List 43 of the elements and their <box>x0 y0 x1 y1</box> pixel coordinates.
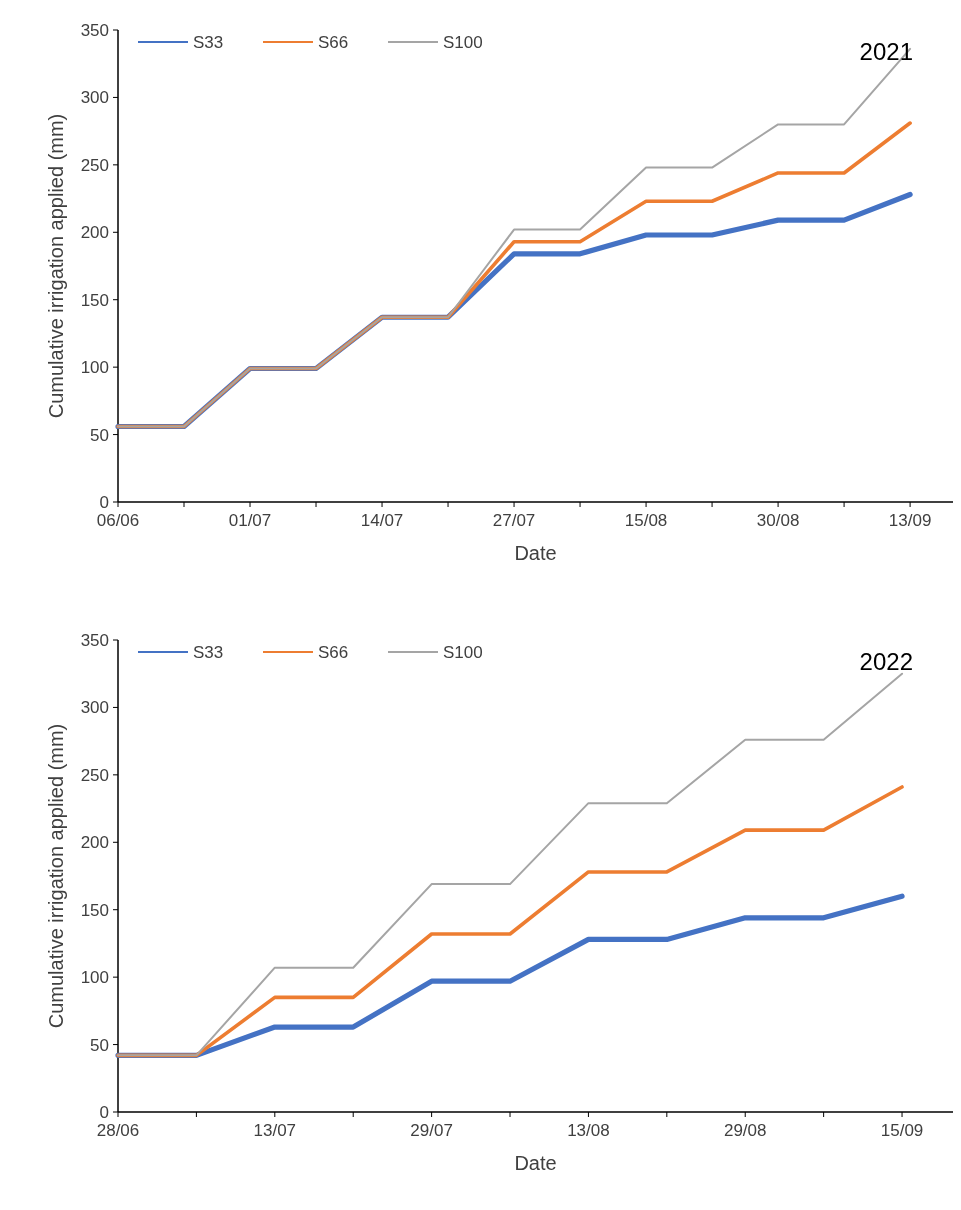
x-tick-label: 01/07 <box>228 511 272 530</box>
y-tick-label: 250 <box>80 155 109 175</box>
x-tick-label: 29/07 <box>410 1121 453 1140</box>
legend-label: S66 <box>318 642 349 662</box>
y-tick-label: 300 <box>80 698 109 718</box>
x-tick-label: 15/09 <box>880 1121 924 1140</box>
y-tick-label: 0 <box>99 1102 109 1122</box>
legend-label: S100 <box>443 32 483 52</box>
y-tick-label: 150 <box>80 290 109 310</box>
x-axis-title: Date <box>514 1152 557 1174</box>
x-tick-label: 06/06 <box>96 511 140 530</box>
y-tick-label: 100 <box>80 358 109 378</box>
x-tick-label: 30/08 <box>756 511 800 530</box>
x-tick-label: 13/07 <box>253 1121 297 1140</box>
x-tick-label: 28/06 <box>96 1121 140 1140</box>
line-series <box>117 672 904 1057</box>
chart-title: 2022 <box>859 648 913 675</box>
x-tick-label: 29/08 <box>723 1121 767 1140</box>
legend-label: S100 <box>443 642 483 662</box>
y-tick-label: 100 <box>80 968 109 988</box>
legend-label: S33 <box>193 32 224 52</box>
x-axis-title: Date <box>514 542 557 564</box>
y-tick-label: 200 <box>80 223 109 243</box>
y-tick-label: 150 <box>80 900 109 920</box>
y-tick-label: 0 <box>99 492 109 512</box>
y-axis-title: Cumulative irrigation applied (mm) <box>45 113 67 419</box>
x-tick-label: 27/07 <box>492 511 536 530</box>
y-tick-label: 50 <box>90 1035 109 1055</box>
x-tick-label: 15/08 <box>624 511 668 530</box>
y-tick-label: 300 <box>80 88 109 108</box>
y-tick-label: 350 <box>80 630 109 650</box>
y-tick-label: 250 <box>80 765 109 785</box>
line-series <box>116 785 904 1058</box>
y-tick-label: 200 <box>80 833 109 853</box>
x-tick-label: 13/09 <box>888 511 932 530</box>
legend-label: S66 <box>318 32 349 52</box>
y-tick-label: 50 <box>90 425 109 445</box>
x-tick-label: 13/08 <box>567 1121 610 1140</box>
y-tick-label: 350 <box>80 20 109 40</box>
x-tick-label: 14/07 <box>360 511 404 530</box>
chart-title: 2021 <box>859 38 913 65</box>
y-axis-title: Cumulative irrigation applied (mm) <box>45 723 67 1029</box>
legend-label: S33 <box>193 642 224 662</box>
